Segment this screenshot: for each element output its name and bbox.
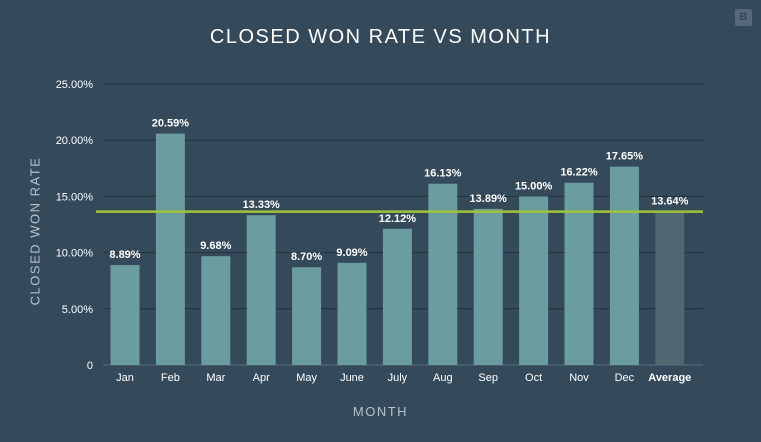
- x-tick-label: Dec: [615, 372, 635, 384]
- data-label: 8.70%: [291, 251, 322, 263]
- bar: [246, 215, 276, 365]
- x-tick-label: Jan: [116, 372, 134, 384]
- x-tick-label: Oct: [525, 372, 542, 384]
- x-tick-label: Aug: [433, 372, 453, 384]
- data-label: 16.13%: [424, 168, 462, 180]
- x-tick-label: July: [388, 372, 408, 384]
- x-tick-label: Mar: [206, 372, 225, 384]
- bar-average: [655, 211, 685, 365]
- chart-title: CLOSED WON RATE VS MONTH: [209, 26, 552, 48]
- y-tick-label: 10.00%: [56, 248, 94, 260]
- data-label: 12.12%: [379, 213, 417, 225]
- x-tick-label: Sep: [478, 372, 498, 384]
- bar: [155, 133, 185, 365]
- data-label: 17.65%: [606, 151, 644, 163]
- bar: [337, 262, 367, 365]
- data-label: 13.33%: [243, 199, 281, 211]
- y-tick-label: 20.00%: [56, 135, 94, 147]
- bar: [201, 256, 231, 365]
- brand-logo: B: [735, 9, 752, 26]
- x-tick-label: May: [296, 372, 317, 384]
- bar: [519, 196, 549, 365]
- bar: [564, 182, 594, 365]
- x-tick-label: Feb: [161, 372, 180, 384]
- bar: [292, 267, 322, 365]
- bar: [110, 265, 140, 365]
- data-label: 13.89%: [470, 193, 508, 205]
- x-tick-label: Apr: [253, 372, 270, 384]
- bar: [473, 208, 503, 365]
- x-tick-label: Nov: [569, 372, 589, 384]
- y-tick-label: 15.00%: [56, 191, 94, 203]
- data-label: 13.64%: [651, 196, 689, 208]
- bar: [382, 228, 412, 365]
- y-tick-label: 25.00%: [56, 79, 94, 91]
- data-label: 8.89%: [109, 249, 140, 261]
- x-tick-label: Average: [648, 372, 691, 384]
- bar: [428, 183, 458, 365]
- data-label: 20.59%: [152, 118, 190, 130]
- y-tick-label: 5.00%: [62, 304, 93, 316]
- bar: [609, 166, 639, 365]
- data-label: 15.00%: [515, 180, 553, 192]
- y-tick-label: 0: [87, 360, 93, 372]
- x-tick-label: June: [340, 372, 364, 384]
- x-axis-label: MONTH: [352, 404, 409, 419]
- data-label: 9.68%: [200, 240, 231, 252]
- data-label: 9.09%: [336, 247, 367, 259]
- data-label: 16.22%: [560, 167, 598, 179]
